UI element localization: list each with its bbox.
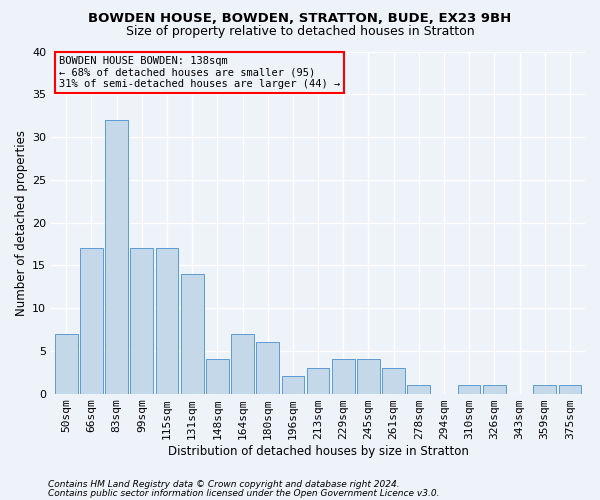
Bar (483, 385, 506, 394)
Bar (181, 274, 203, 394)
Bar (357, 360, 380, 394)
Bar (307, 368, 329, 394)
Bar (55, 334, 77, 394)
Bar (458, 385, 481, 394)
Text: Size of property relative to detached houses in Stratton: Size of property relative to detached ho… (125, 25, 475, 38)
Bar (80, 248, 103, 394)
Bar (206, 360, 229, 394)
X-axis label: Distribution of detached houses by size in Stratton: Distribution of detached houses by size … (167, 444, 469, 458)
Text: Contains public sector information licensed under the Open Government Licence v3: Contains public sector information licen… (48, 489, 439, 498)
Bar (256, 342, 279, 394)
Bar (407, 385, 430, 394)
Text: Contains HM Land Registry data © Crown copyright and database right 2024.: Contains HM Land Registry data © Crown c… (48, 480, 400, 489)
Y-axis label: Number of detached properties: Number of detached properties (15, 130, 28, 316)
Bar (559, 385, 581, 394)
Text: BOWDEN HOUSE BOWDEN: 138sqm
← 68% of detached houses are smaller (95)
31% of sem: BOWDEN HOUSE BOWDEN: 138sqm ← 68% of det… (59, 56, 340, 89)
Bar (231, 334, 254, 394)
Text: BOWDEN HOUSE, BOWDEN, STRATTON, BUDE, EX23 9BH: BOWDEN HOUSE, BOWDEN, STRATTON, BUDE, EX… (88, 12, 512, 26)
Bar (130, 248, 153, 394)
Bar (155, 248, 178, 394)
Bar (533, 385, 556, 394)
Bar (332, 360, 355, 394)
Bar (105, 120, 128, 394)
Bar (281, 376, 304, 394)
Bar (382, 368, 405, 394)
